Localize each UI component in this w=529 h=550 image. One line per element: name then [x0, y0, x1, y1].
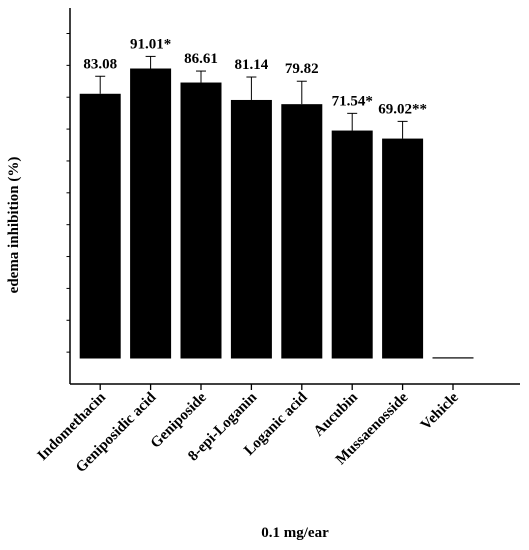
bar-7	[432, 357, 474, 359]
data-label: 81.14	[235, 57, 269, 73]
data-label: 79.82	[285, 61, 319, 77]
data-label: 69.02**	[378, 101, 427, 117]
x-axis-title: 0.1 mg/ear	[261, 525, 329, 541]
category-label: Aucubin	[311, 389, 362, 440]
data-label: 71.54*	[332, 93, 373, 109]
data-label: 86.61	[184, 51, 218, 67]
bar-6	[382, 138, 424, 359]
data-label: 91.01*	[130, 36, 171, 52]
data-label: 83.08	[83, 56, 117, 72]
bar-5	[331, 130, 373, 359]
bar-1	[130, 68, 172, 359]
bar-0	[79, 93, 121, 359]
bar-4	[281, 104, 323, 359]
bar-3	[230, 99, 272, 359]
y-axis-title: edema inhibition (%)	[6, 157, 22, 294]
bar-2	[180, 82, 222, 359]
category-label: Vehicle	[418, 389, 462, 433]
